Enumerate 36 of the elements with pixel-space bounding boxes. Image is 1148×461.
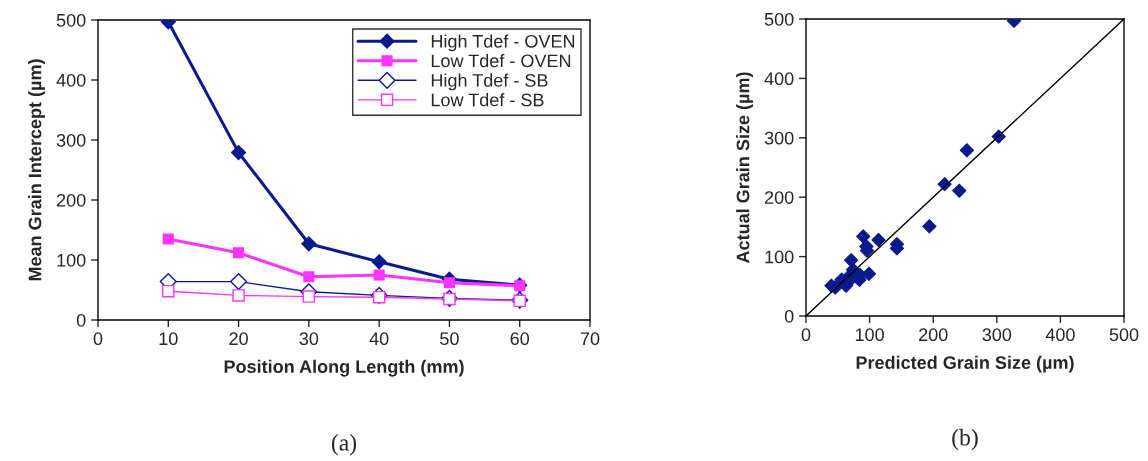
x-tick-label: 20 xyxy=(229,332,248,346)
x-tick-label: 70 xyxy=(580,332,600,346)
legend-label: High Tdef - OVEN xyxy=(431,34,575,52)
legend-label: High Tdef - SB xyxy=(431,73,548,91)
x-tick-label: 200 xyxy=(919,328,948,342)
y-tick-label: 500 xyxy=(56,13,86,27)
x-tick-label: 30 xyxy=(299,332,319,346)
y-tick-label: 200 xyxy=(764,191,794,204)
x-tick-label: 10 xyxy=(159,332,178,346)
x-tick-label: 300 xyxy=(982,328,1012,342)
y-axis-title: Actual Grain Size (µm) xyxy=(736,72,753,264)
x-tick-label: 0 xyxy=(801,328,811,342)
y-tick-label: 0 xyxy=(784,309,794,323)
y-tick-label: 100 xyxy=(765,250,794,264)
x-tick-label: 100 xyxy=(855,328,884,342)
x-tick-label: 50 xyxy=(440,332,459,346)
y-tick-label: 0 xyxy=(76,313,86,327)
y-tick-label: 300 xyxy=(764,131,794,145)
y-tick-label: 500 xyxy=(764,12,794,26)
y-axis-title: Mean Grain Intercept (µm) xyxy=(28,59,45,281)
y-tick-label: 100 xyxy=(57,253,86,267)
text: (a) xyxy=(331,434,357,456)
y-tick-label: 400 xyxy=(56,73,86,87)
x-tick-label: 500 xyxy=(1109,328,1139,342)
x-tick-label: 400 xyxy=(1045,328,1075,342)
legend-label: Low Tdef - SB xyxy=(431,93,544,107)
text: (b) xyxy=(952,428,978,451)
x-tick-label: 40 xyxy=(369,332,389,346)
y-tick-label: 300 xyxy=(56,133,86,147)
x-axis-title: Predicted Grain Size (µm) xyxy=(856,355,1074,373)
x-axis-title: Position Along Length (mm) xyxy=(224,359,464,377)
x-tick-label: 0 xyxy=(93,332,103,346)
y-tick-label: 400 xyxy=(764,72,794,86)
x-tick-label: 60 xyxy=(510,332,530,346)
y-tick-label: 200 xyxy=(56,193,86,207)
legend-label: Low Tdef - OVEN xyxy=(431,53,571,68)
